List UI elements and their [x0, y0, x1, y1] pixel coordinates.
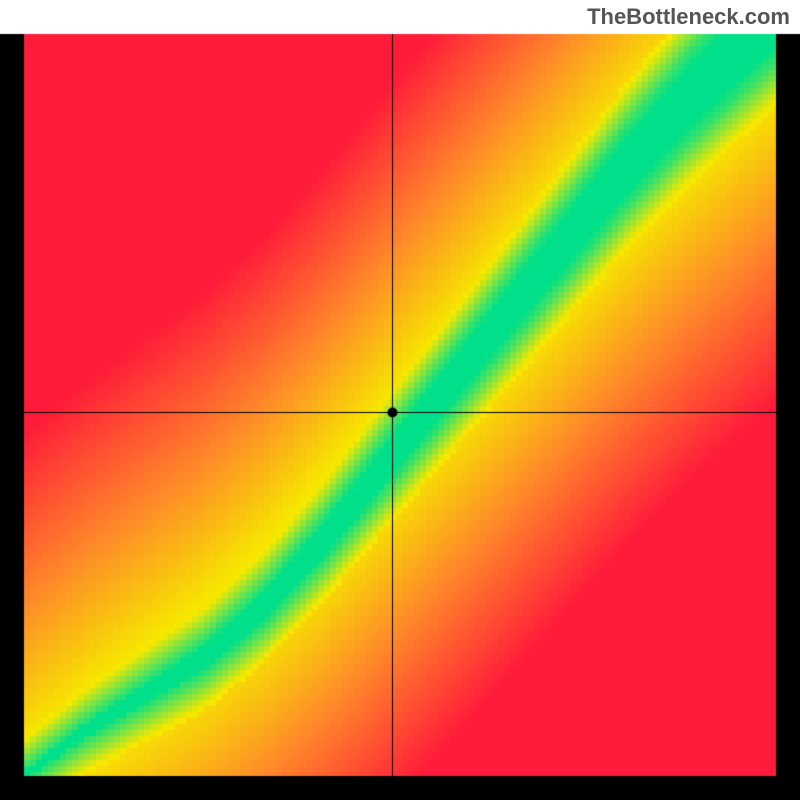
watermark-text: TheBottleneck.com [587, 4, 790, 30]
chart-container: TheBottleneck.com [0, 0, 800, 800]
bottleneck-heatmap [0, 0, 800, 800]
